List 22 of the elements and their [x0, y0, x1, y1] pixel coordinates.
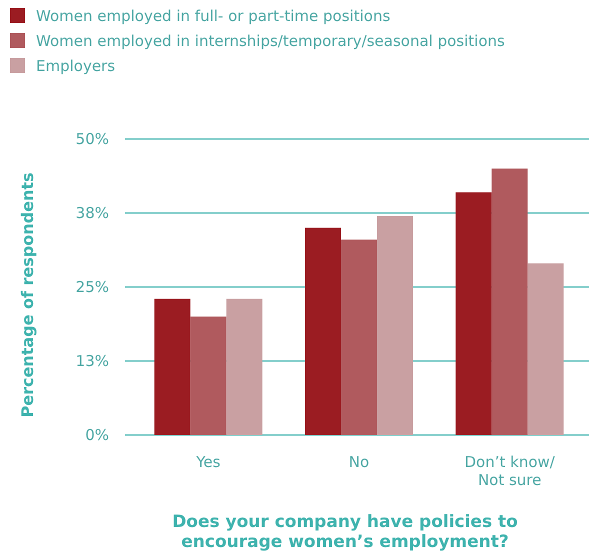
bar [305, 228, 341, 435]
y-tick-label: 38% [76, 204, 109, 222]
bar [341, 240, 377, 435]
y-tick-label: 25% [76, 278, 109, 296]
y-tick-label: 50% [76, 130, 109, 148]
y-tick-label: 13% [76, 352, 109, 370]
y-axis-title: Percentage of respondents [18, 172, 37, 418]
y-tick-label: 0% [85, 426, 109, 444]
x-tick-label: Don’t know/ Not sure [464, 453, 556, 489]
x-tick-label: No [348, 453, 370, 471]
bar [528, 263, 564, 435]
bar [190, 316, 226, 435]
x-axis-title: Does your company have policies to encourage women’s employment? [172, 512, 518, 552]
bar [492, 168, 528, 435]
bar [154, 298, 190, 435]
bar [456, 192, 492, 435]
bar [377, 216, 413, 435]
legend-label: Employers [36, 57, 116, 75]
legend-label: Women employed in full- or part-time positions [36, 7, 390, 25]
legend-label: Women employed in internships/temporary/seasonal positions [36, 32, 506, 50]
bar [226, 298, 262, 435]
x-tick-label: Yes [195, 453, 221, 471]
